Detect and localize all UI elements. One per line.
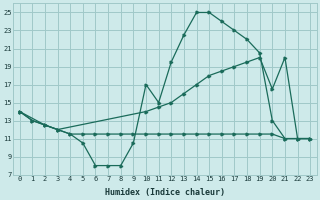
X-axis label: Humidex (Indice chaleur): Humidex (Indice chaleur)	[105, 188, 225, 197]
